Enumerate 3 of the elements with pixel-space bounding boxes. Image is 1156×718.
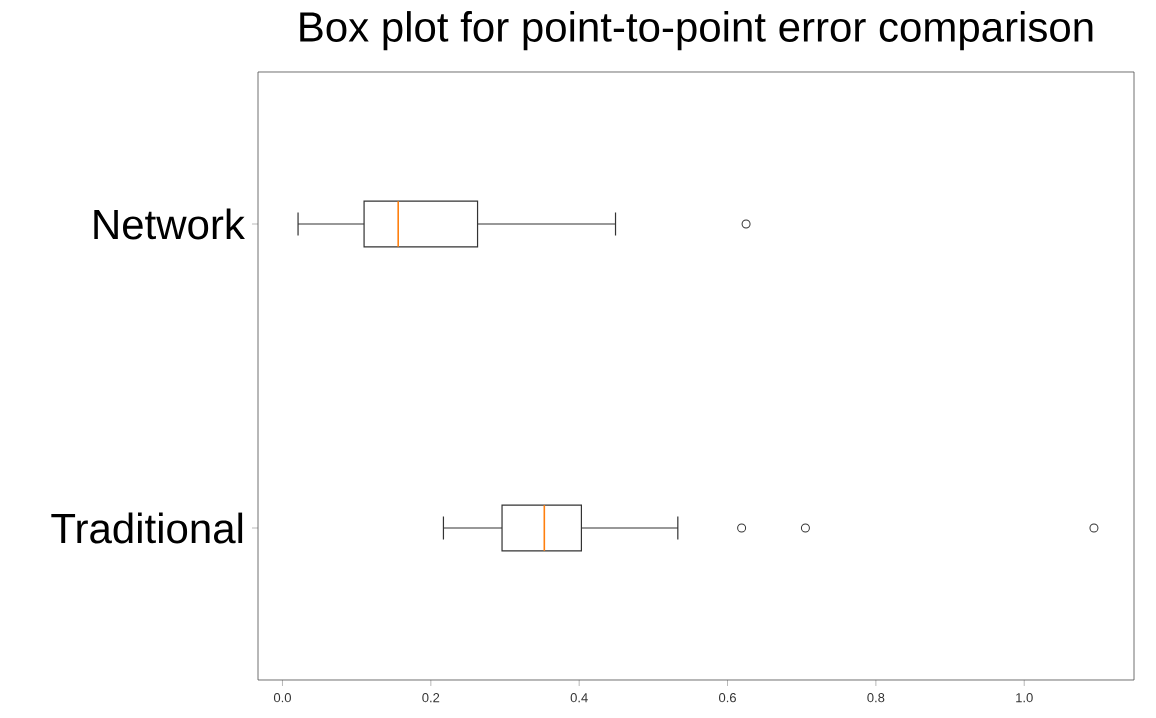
chart-title: Box plot for point-to-point error comparison xyxy=(300,11,1093,51)
y-tick-label: Traditional xyxy=(51,512,243,544)
y-tick-label: Network xyxy=(94,208,245,240)
